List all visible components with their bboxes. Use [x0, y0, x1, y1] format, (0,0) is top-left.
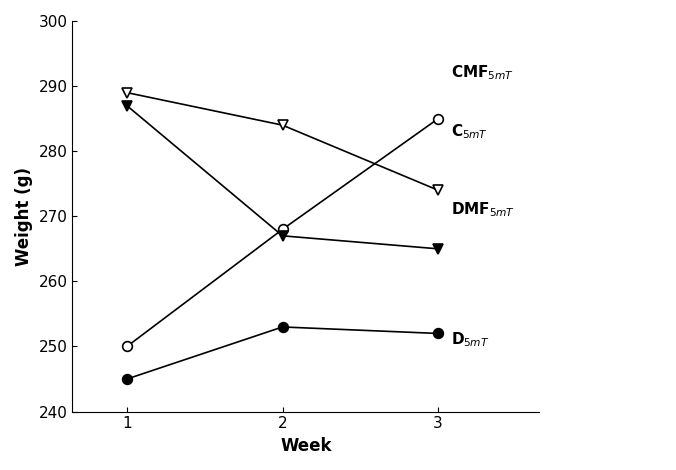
- Text: CMF$_{5mT}$: CMF$_{5mT}$: [451, 64, 513, 82]
- Y-axis label: Weight (g): Weight (g): [15, 167, 33, 266]
- Text: D$_{5mT}$: D$_{5mT}$: [451, 330, 489, 349]
- Text: C$_{5mT}$: C$_{5mT}$: [451, 122, 487, 141]
- X-axis label: Week: Week: [280, 437, 332, 455]
- Text: DMF$_{5mT}$: DMF$_{5mT}$: [451, 200, 515, 219]
